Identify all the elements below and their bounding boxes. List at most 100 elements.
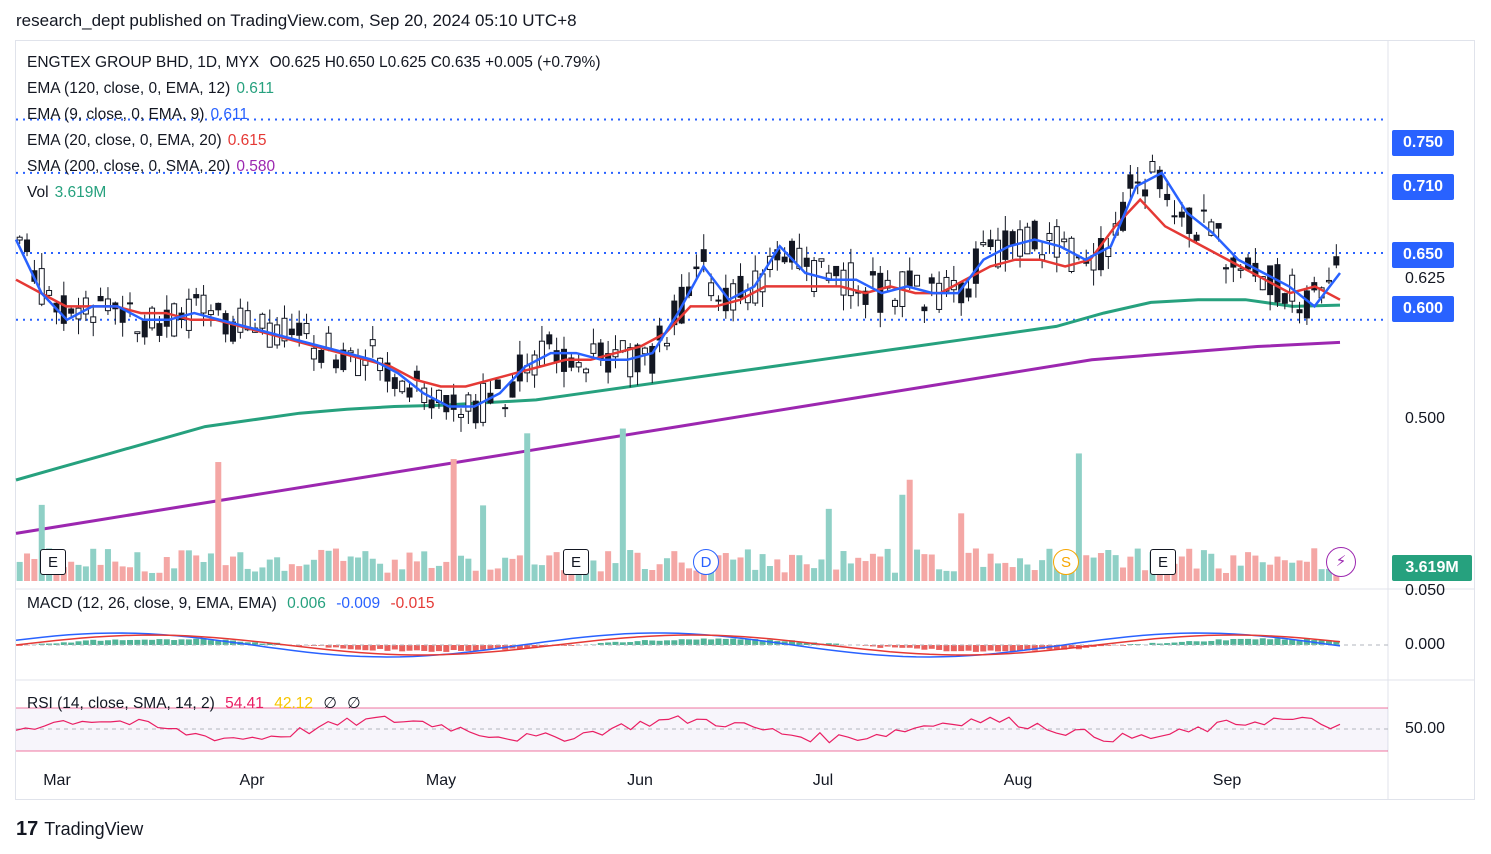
volume-bar <box>1097 553 1104 581</box>
volume-bar <box>641 568 648 581</box>
macd-histogram-bar <box>605 642 612 645</box>
volume-bar <box>1061 571 1068 581</box>
earnings-badge-1[interactable]: E <box>40 549 66 575</box>
volume-bar <box>891 572 898 581</box>
candle-body <box>259 313 266 329</box>
volume-bar <box>928 554 935 581</box>
candle-body <box>149 307 156 329</box>
volume-bar <box>1053 564 1060 581</box>
candle-body <box>207 310 214 316</box>
volume-bar <box>1134 548 1141 581</box>
volume-bar <box>171 568 178 581</box>
candle-body <box>1325 279 1332 283</box>
volume-bar <box>1281 560 1288 581</box>
macd-histogram-bar <box>1164 643 1171 645</box>
macd-histogram-bar <box>472 645 479 651</box>
macd-histogram-bar <box>678 639 685 645</box>
rsi-band-lower: ∅ <box>347 695 361 712</box>
volume-bar <box>972 548 979 581</box>
volume-bar <box>752 569 759 581</box>
candle-body <box>965 288 972 298</box>
macd-histogram-bar <box>619 642 626 645</box>
earnings-badge-2[interactable]: E <box>563 549 589 575</box>
chart-frame[interactable] <box>15 40 1475 800</box>
macd-histogram-bar <box>803 642 810 645</box>
price-tick-500: 0.500 <box>1404 410 1445 427</box>
volume-bar <box>450 459 457 581</box>
candle-body <box>97 295 104 302</box>
volume-bar <box>31 558 38 581</box>
macd-histogram-bar <box>487 645 494 650</box>
flash-icon[interactable]: ⚡ <box>1326 547 1356 577</box>
month-apr: Apr <box>239 772 265 789</box>
volume-bar <box>649 570 656 581</box>
volume-bar <box>38 504 45 581</box>
tradingview-logo-icon: 17 <box>16 818 39 840</box>
volume-bar <box>443 561 450 581</box>
volume-bar <box>1120 567 1127 581</box>
rsi-label: RSI (14, close, SMA, 14, 2) <box>27 695 215 712</box>
volume-bar <box>1031 570 1038 581</box>
macd-histogram-bar <box>906 645 913 648</box>
volume-bar <box>369 558 376 581</box>
ema9-line <box>14 171 1341 408</box>
volume-bar <box>656 564 663 581</box>
macd-histogram-bar <box>627 642 634 645</box>
volume-bar <box>958 513 965 581</box>
candle-body <box>384 362 391 382</box>
macd-histogram-bar <box>1267 639 1274 645</box>
macd-histogram-bar <box>693 639 700 645</box>
macd-histogram-bar <box>104 640 111 645</box>
candle-body <box>1222 267 1229 270</box>
volume-bar <box>465 558 472 581</box>
candle-body <box>296 322 303 336</box>
candle-body <box>1259 276 1266 291</box>
split-badge[interactable]: S <box>1053 549 1079 575</box>
volume-bar <box>737 557 744 581</box>
level-pill-0600[interactable]: 0.600 <box>1392 296 1454 322</box>
volume-bar <box>288 564 295 581</box>
volume-bar <box>914 549 921 581</box>
macd-histogram-bar <box>1230 638 1237 645</box>
candle-body <box>1215 223 1222 229</box>
level-pill-0710[interactable]: 0.710 <box>1392 174 1454 200</box>
macd-signal-value: -0.015 <box>390 595 435 612</box>
macd-histogram-bar <box>465 645 472 651</box>
macd-histogram-bar <box>325 645 332 648</box>
earnings-badge-3[interactable]: E <box>1150 549 1176 575</box>
candle-body <box>627 347 634 378</box>
macd-histogram-bar <box>921 645 928 650</box>
macd-histogram-bar <box>965 645 972 651</box>
sma200-value: 0.580 <box>236 158 276 175</box>
candle-body <box>68 308 75 314</box>
dividend-badge[interactable]: D <box>693 549 719 575</box>
level-pill-0750[interactable]: 0.750 <box>1392 130 1454 156</box>
macd-histogram-bar <box>1002 645 1009 652</box>
volume-bar <box>222 565 229 581</box>
candle-body <box>1178 211 1185 218</box>
candle-body <box>641 347 648 355</box>
volume-bar <box>435 565 442 581</box>
volume-bar <box>156 572 163 581</box>
macd-histogram-bar <box>406 645 413 651</box>
month-jun: Jun <box>627 772 653 789</box>
macd-histogram-bar <box>119 640 126 645</box>
candle-body <box>833 265 840 277</box>
volume-bar <box>921 554 928 581</box>
volume-bar <box>877 556 884 581</box>
volume-bar <box>1193 568 1200 581</box>
macd-histogram-bar <box>891 645 898 648</box>
macd-histogram-bar <box>1281 639 1288 645</box>
macd-histogram-bar <box>752 639 759 645</box>
candle-body <box>862 290 869 305</box>
candle-body <box>516 354 523 382</box>
macd-histogram-bar <box>340 645 347 649</box>
volume-bar <box>1230 555 1237 581</box>
volume-bar <box>936 569 943 581</box>
macd-histogram-bar <box>421 645 428 651</box>
level-pill-0650[interactable]: 0.650 <box>1392 242 1454 268</box>
volume-bar <box>149 572 156 581</box>
volume-bar <box>274 557 281 581</box>
volume-last-pill: 3.619M <box>1392 555 1472 581</box>
